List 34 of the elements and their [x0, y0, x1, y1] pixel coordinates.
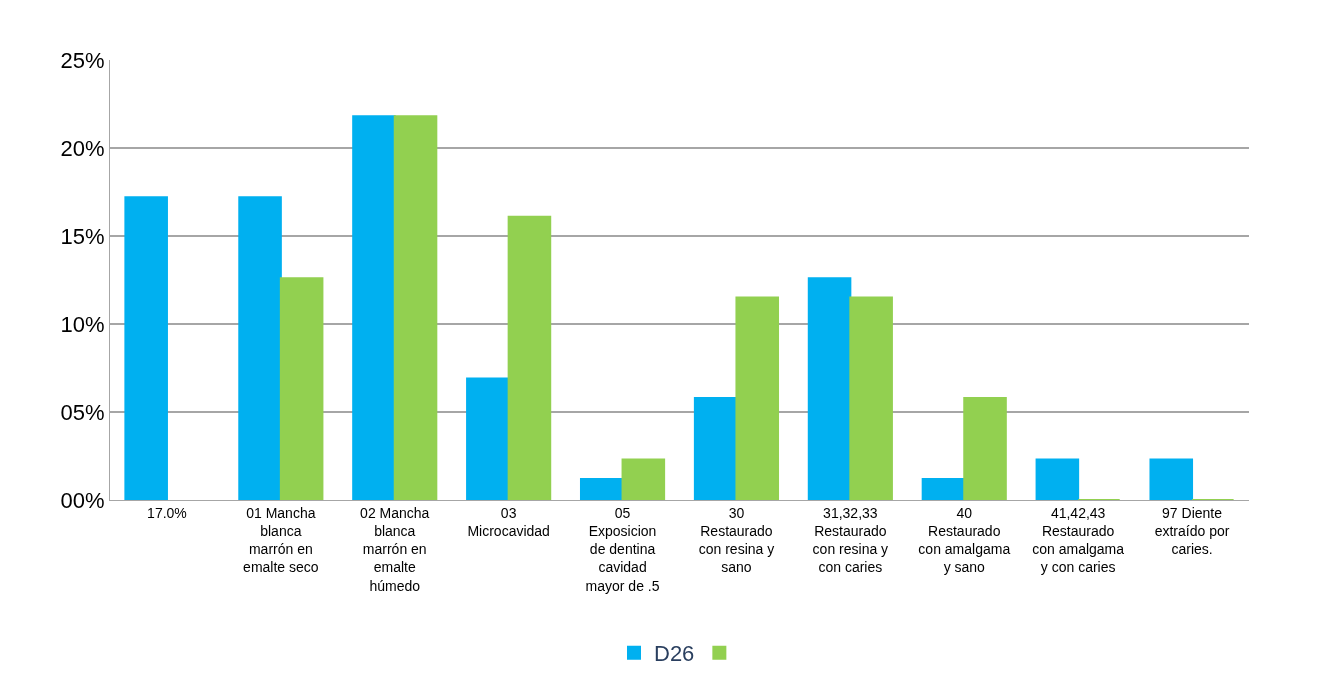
bar: [963, 396, 1007, 500]
legend-label: D26: [654, 641, 695, 667]
bar: [352, 115, 396, 500]
bar: [279, 277, 324, 500]
y-tick-label: 20%: [60, 135, 105, 161]
bar: [1035, 458, 1080, 500]
y-tick-label: 15%: [60, 223, 105, 249]
bar: [807, 277, 852, 500]
bar: [1149, 458, 1194, 500]
x-tick-label: 03 Microcavidad: [467, 504, 550, 539]
bar: [124, 196, 168, 500]
y-tick-label: 10%: [60, 311, 105, 337]
x-tick-label: 40 Restaurado con amalgama y sano: [918, 504, 1011, 576]
x-tick-label: 31,32,33 Restaurado con resina y con caries: [812, 504, 889, 576]
y-tick-label: 05%: [60, 399, 105, 425]
x-tick-label: 02 Mancha blanca marrón en emalte húmedo: [360, 504, 430, 594]
bar: [693, 396, 738, 500]
x-tick-label: 17.0%: [147, 504, 187, 521]
bar: [507, 215, 552, 500]
x-tick-label: 97 Diente extraído por caries.: [1154, 504, 1230, 558]
bar: [849, 296, 893, 500]
x-tick-label: 01 Mancha blanca marrón en emalte seco: [243, 504, 319, 576]
bar: [579, 477, 624, 500]
bar: [921, 477, 966, 500]
bar: [735, 296, 780, 500]
x-tick-label: 30 Restaurado con resina y sano: [698, 504, 775, 576]
bar: [393, 115, 438, 500]
bar: [466, 377, 510, 500]
y-tick-label: 25%: [60, 47, 105, 73]
x-tick-label: 41,42,43 Restaurado con amalgama y con caries: [1032, 504, 1125, 576]
bar: [621, 458, 666, 500]
y-tick-label: 00%: [60, 487, 105, 513]
bar: [238, 196, 282, 500]
x-tick-label: 05 Exposicion de dentina cavidad mayor de .5: [585, 504, 660, 594]
